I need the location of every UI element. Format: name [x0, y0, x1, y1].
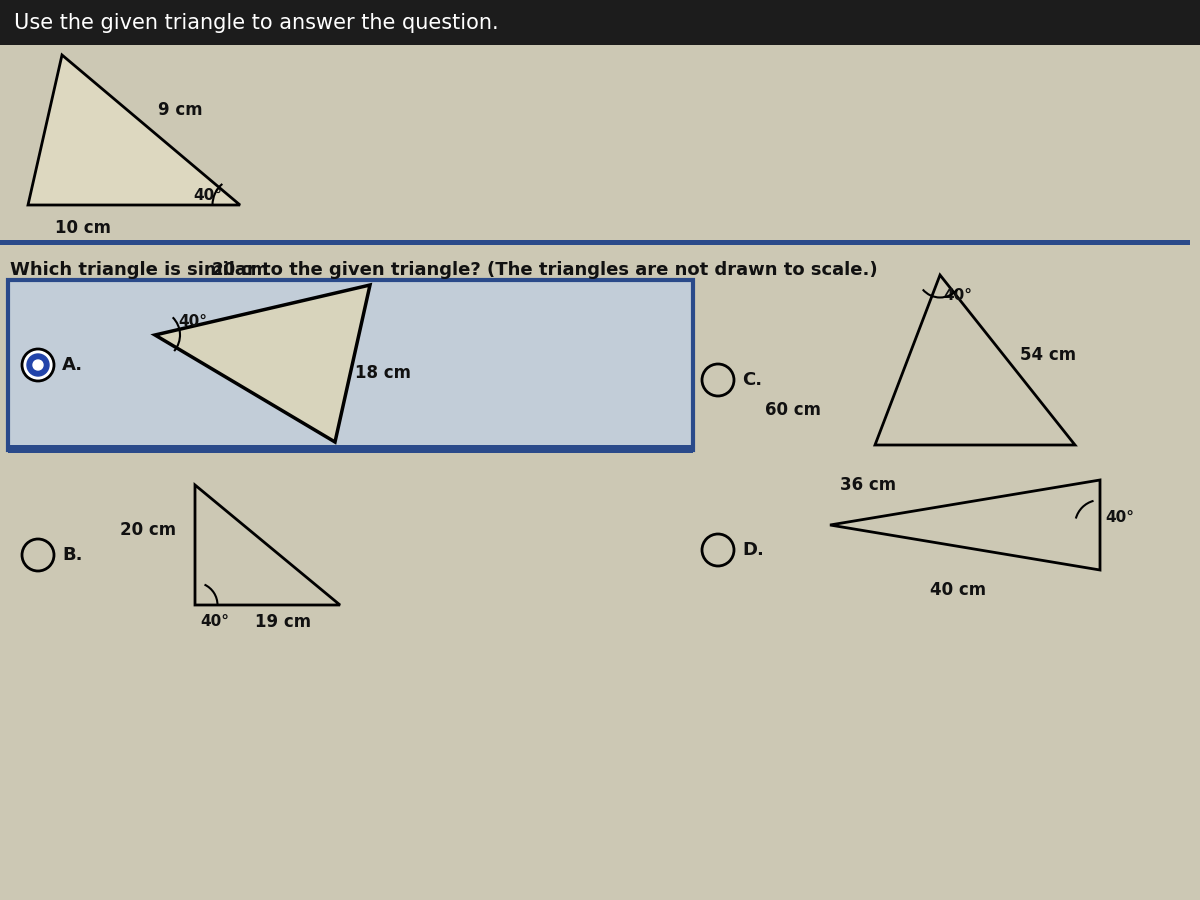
- Polygon shape: [155, 285, 370, 442]
- Text: 19 cm: 19 cm: [256, 613, 311, 631]
- Bar: [0, 0, 1200, 45]
- Circle shape: [28, 354, 49, 376]
- Text: 40°: 40°: [943, 287, 972, 302]
- Circle shape: [22, 349, 54, 381]
- Text: 54 cm: 54 cm: [1020, 346, 1076, 364]
- Circle shape: [34, 360, 43, 370]
- Text: 9 cm: 9 cm: [158, 101, 203, 119]
- Text: 10 cm: 10 cm: [55, 219, 112, 237]
- Text: 20 cm: 20 cm: [212, 261, 268, 279]
- Text: 40 cm: 40 cm: [930, 581, 986, 599]
- Text: C.: C.: [742, 371, 762, 389]
- Text: 40°: 40°: [193, 187, 222, 202]
- Bar: [8, 280, 694, 450]
- Text: B.: B.: [62, 546, 83, 564]
- Text: 36 cm: 36 cm: [840, 476, 896, 494]
- Bar: [8, 445, 694, 453]
- Text: D.: D.: [742, 541, 764, 559]
- Text: 40°: 40°: [178, 314, 208, 329]
- Polygon shape: [28, 55, 240, 205]
- Text: A.: A.: [62, 356, 83, 374]
- Text: 40°: 40°: [200, 615, 229, 629]
- Text: 40°: 40°: [1105, 510, 1134, 526]
- Text: 60 cm: 60 cm: [766, 401, 821, 419]
- Bar: [0, 240, 1190, 245]
- Text: Use the given triangle to answer the question.: Use the given triangle to answer the que…: [14, 13, 499, 33]
- Text: 20 cm: 20 cm: [120, 521, 176, 539]
- Text: Which triangle is similar to the given triangle? (The triangles are not drawn to: Which triangle is similar to the given t…: [10, 261, 877, 279]
- Text: 18 cm: 18 cm: [355, 364, 410, 382]
